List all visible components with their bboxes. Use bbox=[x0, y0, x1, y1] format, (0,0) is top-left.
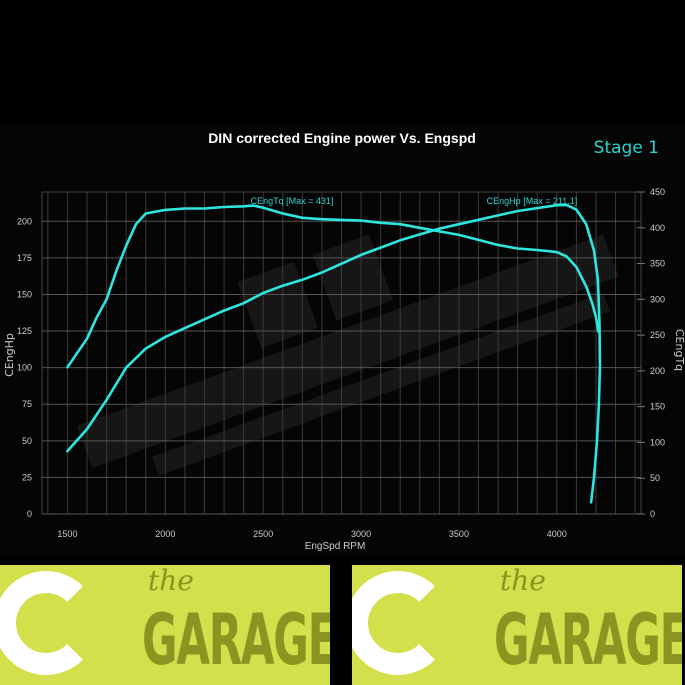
garage-logo: the GARAGE bbox=[352, 565, 682, 685]
watermark-stripe bbox=[76, 234, 619, 469]
y-tick-label-right: 0 bbox=[650, 509, 655, 519]
x-tick-label: 2500 bbox=[253, 529, 273, 539]
y-tick-label-right: 200 bbox=[650, 366, 665, 376]
y-tick-label-left: 50 bbox=[22, 436, 32, 446]
watermark-stripe bbox=[237, 261, 318, 348]
y-tick-label-left: 200 bbox=[17, 216, 32, 226]
garage-logo: the GARAGE bbox=[0, 565, 330, 685]
tq-series-label: CEngTq [Max = 431] bbox=[251, 196, 334, 206]
y-axis-right-label: CEngTq bbox=[673, 329, 685, 371]
series-line-cengtq bbox=[66, 204, 600, 369]
garage-g-icon bbox=[352, 571, 450, 675]
y-tick-label-left: 125 bbox=[17, 326, 32, 336]
x-tick-label: 4000 bbox=[547, 529, 567, 539]
y-tick-label-left: 25 bbox=[22, 472, 32, 482]
logo-small-text: the bbox=[148, 565, 194, 597]
x-axis-label: EngSpd RPM bbox=[305, 541, 366, 552]
y-tick-label-left: 150 bbox=[17, 289, 32, 299]
logo-word: GARAGE bbox=[494, 599, 682, 681]
y-tick-label-right: 450 bbox=[650, 187, 665, 197]
series-line-cenghp bbox=[66, 203, 602, 504]
garage-banner: the GARAGE the GARAGE bbox=[0, 565, 685, 685]
x-tick-label: 1500 bbox=[57, 529, 77, 539]
x-tick-label: 2000 bbox=[155, 529, 175, 539]
y-tick-label-left: 0 bbox=[27, 509, 32, 519]
stage-badge: Stage 1 bbox=[594, 138, 659, 158]
garage-g-icon bbox=[0, 571, 98, 675]
y-tick-label-right: 100 bbox=[650, 437, 665, 447]
dyno-chart: 0255075100125150175200050100150200250300… bbox=[3, 130, 685, 552]
x-tick-label: 3000 bbox=[351, 529, 371, 539]
hp-series-label: CEngHp [Max = 211.1] bbox=[487, 196, 578, 206]
logo-small-text: the bbox=[500, 565, 546, 597]
y-axis-left-label: CEngHp bbox=[3, 333, 16, 377]
y-tick-label-left: 75 bbox=[22, 399, 32, 409]
y-tick-label-left: 100 bbox=[17, 363, 32, 373]
y-tick-label-left: 175 bbox=[17, 253, 32, 263]
logo-word: GARAGE bbox=[142, 599, 330, 681]
x-tick-label: 3500 bbox=[449, 529, 469, 539]
y-tick-label-right: 50 bbox=[650, 473, 660, 483]
watermark-stripe bbox=[312, 234, 393, 321]
chart-title: DIN corrected Engine power Vs. Engspd bbox=[208, 130, 476, 146]
y-tick-label-right: 150 bbox=[650, 402, 665, 412]
y-tick-label-right: 250 bbox=[650, 330, 665, 340]
y-tick-label-right: 350 bbox=[650, 259, 665, 269]
y-tick-label-right: 400 bbox=[650, 223, 665, 233]
y-tick-label-right: 300 bbox=[650, 294, 665, 304]
